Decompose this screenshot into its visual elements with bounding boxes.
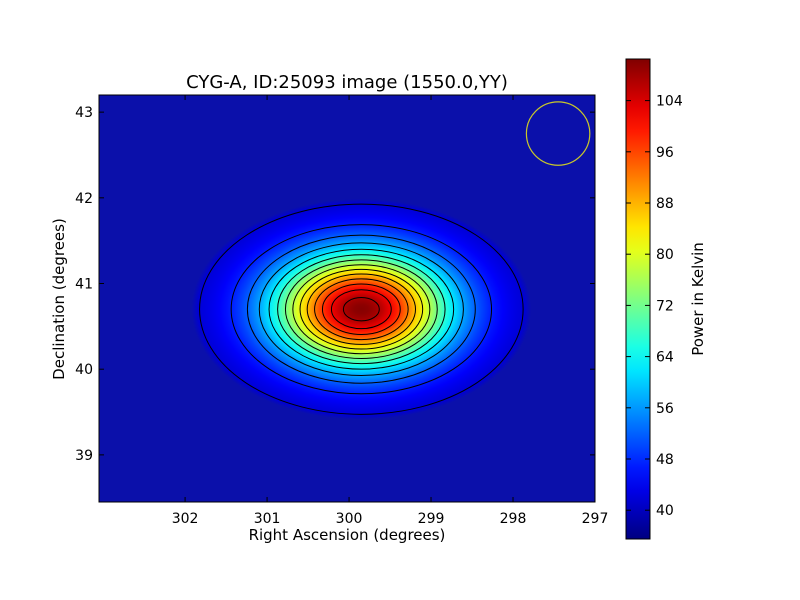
contour-line [342, 297, 380, 322]
y-tick-label: 42 [75, 191, 93, 207]
contour-line [199, 203, 524, 415]
x-axis-ticks: 302 301 300 299 298 297 [172, 95, 609, 527]
source-emission [191, 198, 532, 420]
y-tick-label: 40 [75, 362, 93, 378]
colorbar-ticks: 40 48 56 64 72 80 88 96 104 [626, 94, 683, 519]
colorbar-tick-label: 56 [656, 401, 674, 417]
x-tick-label: 297 [582, 511, 609, 527]
contour-line [284, 259, 438, 360]
y-tick-label: 39 [75, 448, 93, 464]
contour-line [292, 264, 431, 355]
plot-frame [98, 94, 596, 503]
colorbar-tick-label: 64 [656, 350, 674, 366]
y-axis-ticks: 39 40 41 42 43 [75, 105, 595, 464]
colorbar-tick-label: 104 [656, 94, 683, 110]
contour-line [258, 242, 464, 377]
x-tick-label: 299 [418, 511, 445, 527]
contour-line [330, 289, 392, 330]
colorbar-tick-label: 72 [656, 298, 674, 314]
contour-line [230, 224, 493, 395]
colorbar-tick-label: 88 [656, 196, 674, 212]
contour-lines [199, 203, 524, 415]
contour-line [246, 234, 476, 384]
y-tick-label: 43 [75, 105, 93, 121]
colorbar-tick-label: 40 [656, 503, 674, 519]
colorbar [625, 58, 651, 540]
contour-line [306, 273, 416, 345]
x-tick-label: 300 [336, 511, 363, 527]
beam-circle [525, 101, 591, 166]
x-tick-label: 301 [254, 511, 281, 527]
plot-area [99, 95, 595, 502]
contour-line [277, 254, 446, 365]
y-tick-label: 41 [75, 277, 93, 293]
colorbar-tick-label: 48 [656, 452, 674, 468]
colorbar-tick-label: 96 [656, 145, 674, 161]
chart-title: CYG-A, ID:25093 image (1550.0,YY) [186, 72, 508, 93]
y-axis-label: Declination (degrees) [50, 218, 68, 380]
x-axis-label: Right Ascension (degrees) [249, 526, 446, 544]
x-tick-label: 302 [172, 511, 199, 527]
colorbar-label: Power in Kelvin [689, 242, 707, 356]
contour-line [268, 248, 455, 370]
contour-line [314, 278, 409, 341]
x-tick-label: 298 [500, 511, 527, 527]
contour-line [321, 283, 401, 335]
colorbar-tick-label: 80 [656, 247, 674, 263]
contour-line [299, 268, 424, 350]
